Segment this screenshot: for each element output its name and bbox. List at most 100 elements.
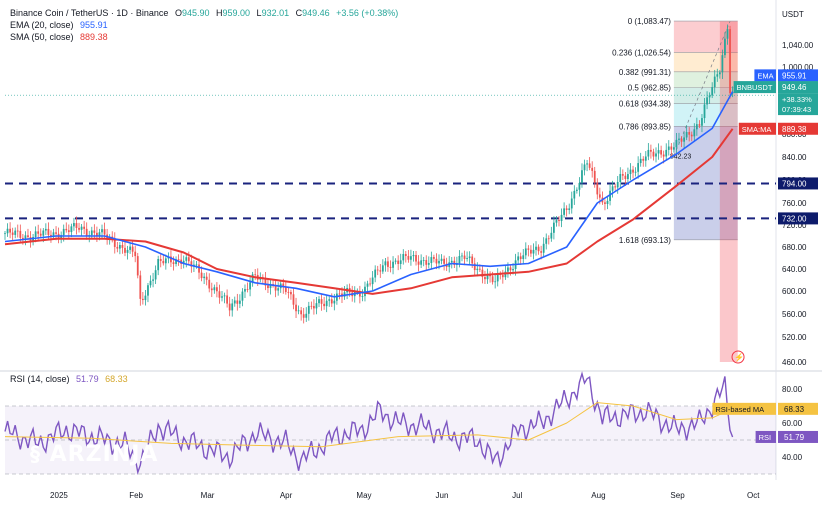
ema-legend[interactable]: EMA (20, close) 955.91 bbox=[10, 20, 112, 30]
candle-body bbox=[399, 260, 402, 264]
candle-body bbox=[129, 246, 131, 250]
candle-body bbox=[55, 232, 57, 234]
candle-body bbox=[629, 169, 632, 175]
candle-body bbox=[545, 238, 548, 244]
rsi-ma-value: 68.33 bbox=[105, 374, 128, 384]
candle-body bbox=[330, 299, 333, 304]
sma-value-label: 889.38 bbox=[782, 125, 807, 134]
candle-body bbox=[729, 29, 731, 94]
candle-body bbox=[670, 146, 673, 150]
candle-body bbox=[440, 258, 443, 261]
candle-body bbox=[139, 275, 142, 299]
sma-value: 889.38 bbox=[80, 32, 108, 42]
candle-body bbox=[185, 257, 188, 261]
candle-body bbox=[210, 288, 213, 291]
candle-body bbox=[537, 246, 540, 252]
rsi-ma-tag-label: RSI-based MA bbox=[715, 405, 764, 414]
price-tick-label: 460.00 bbox=[782, 358, 807, 367]
time-tick-label: Oct bbox=[747, 491, 760, 500]
candle-body bbox=[187, 257, 190, 262]
candle-body bbox=[517, 256, 520, 261]
time-tick-label: 2025 bbox=[50, 491, 68, 500]
candle-body bbox=[292, 294, 295, 305]
candle-body bbox=[236, 300, 239, 304]
sma-legend[interactable]: SMA (50, close) 889.38 bbox=[10, 32, 112, 42]
candle-body bbox=[381, 265, 384, 272]
candle-body bbox=[182, 260, 185, 265]
rsi-legend[interactable]: RSI (14, close) 51.79 68.33 bbox=[10, 374, 132, 384]
candle-body bbox=[384, 261, 387, 266]
candle-body bbox=[540, 251, 543, 253]
candle-body bbox=[660, 150, 663, 155]
candle-body bbox=[473, 263, 476, 271]
candle-body bbox=[450, 260, 453, 263]
time-tick-label: May bbox=[356, 491, 371, 500]
candle-body bbox=[578, 182, 581, 190]
candle-body bbox=[19, 230, 22, 238]
candle-body bbox=[203, 276, 206, 279]
candle-body bbox=[290, 291, 292, 295]
rsi-ma-tag-bg bbox=[712, 402, 776, 415]
candle-body bbox=[667, 146, 670, 150]
candle-body bbox=[310, 305, 313, 307]
candle-body bbox=[277, 288, 280, 291]
fib-level-label: 0 (1,083.47) bbox=[628, 17, 671, 26]
candle-body bbox=[78, 227, 80, 230]
candle-body bbox=[609, 190, 611, 201]
ema-tag-label: EMA bbox=[757, 71, 773, 80]
price-tick-label: 560.00 bbox=[782, 310, 807, 319]
candle-body bbox=[371, 277, 374, 285]
candle-body bbox=[616, 181, 619, 188]
candle-body bbox=[103, 229, 106, 235]
candle-body bbox=[85, 228, 88, 236]
candle-body bbox=[575, 189, 578, 191]
candle-body bbox=[295, 304, 297, 312]
candle-body bbox=[264, 277, 267, 286]
candle-body bbox=[433, 257, 435, 259]
candle-body bbox=[213, 287, 216, 291]
candle-body bbox=[164, 258, 167, 264]
watermark-site: arzinja.info bbox=[40, 472, 146, 494]
candle-body bbox=[144, 295, 147, 301]
ema-value-bg bbox=[778, 69, 818, 82]
candle-body bbox=[392, 261, 394, 268]
candle-body bbox=[67, 230, 70, 233]
candle-body bbox=[238, 300, 241, 304]
candle-body bbox=[417, 261, 420, 265]
candle-body bbox=[494, 281, 497, 283]
candle-body bbox=[325, 300, 328, 307]
candle-body bbox=[369, 283, 371, 285]
candle-body bbox=[443, 258, 446, 264]
candle-body bbox=[361, 296, 364, 297]
sma50-line bbox=[4, 128, 734, 295]
candle-body bbox=[568, 208, 571, 210]
rsi-ma-value-label: 68.33 bbox=[784, 405, 805, 414]
candle-body bbox=[358, 291, 361, 297]
candle-body bbox=[233, 300, 236, 304]
candle-body bbox=[175, 259, 177, 265]
candle-body bbox=[287, 291, 290, 293]
candle-body bbox=[565, 208, 568, 210]
candle-body bbox=[394, 260, 397, 262]
time-tick-label: Apr bbox=[280, 491, 293, 500]
fib-level-label: 1.618 (693.13) bbox=[619, 236, 671, 245]
candle-body bbox=[231, 303, 234, 311]
candle-body bbox=[313, 306, 315, 309]
candle-body bbox=[162, 260, 165, 264]
candle-body bbox=[496, 273, 499, 282]
candle-body bbox=[573, 190, 576, 199]
candle-body bbox=[282, 283, 285, 288]
symbol-title: Binance Coin / TetherUS · 1D · Binance bbox=[10, 8, 169, 18]
ohlc-high-value: 959.00 bbox=[222, 8, 251, 18]
last-price-value-bg bbox=[778, 81, 818, 94]
candle-body bbox=[60, 235, 63, 239]
candle-body bbox=[407, 255, 410, 260]
price-tick-label: 840.00 bbox=[782, 153, 807, 162]
candle-body bbox=[461, 255, 463, 257]
candle-body bbox=[591, 167, 594, 171]
candle-body bbox=[410, 256, 412, 260]
ohlc-close-label: C bbox=[295, 8, 303, 18]
candle-body bbox=[724, 38, 726, 56]
